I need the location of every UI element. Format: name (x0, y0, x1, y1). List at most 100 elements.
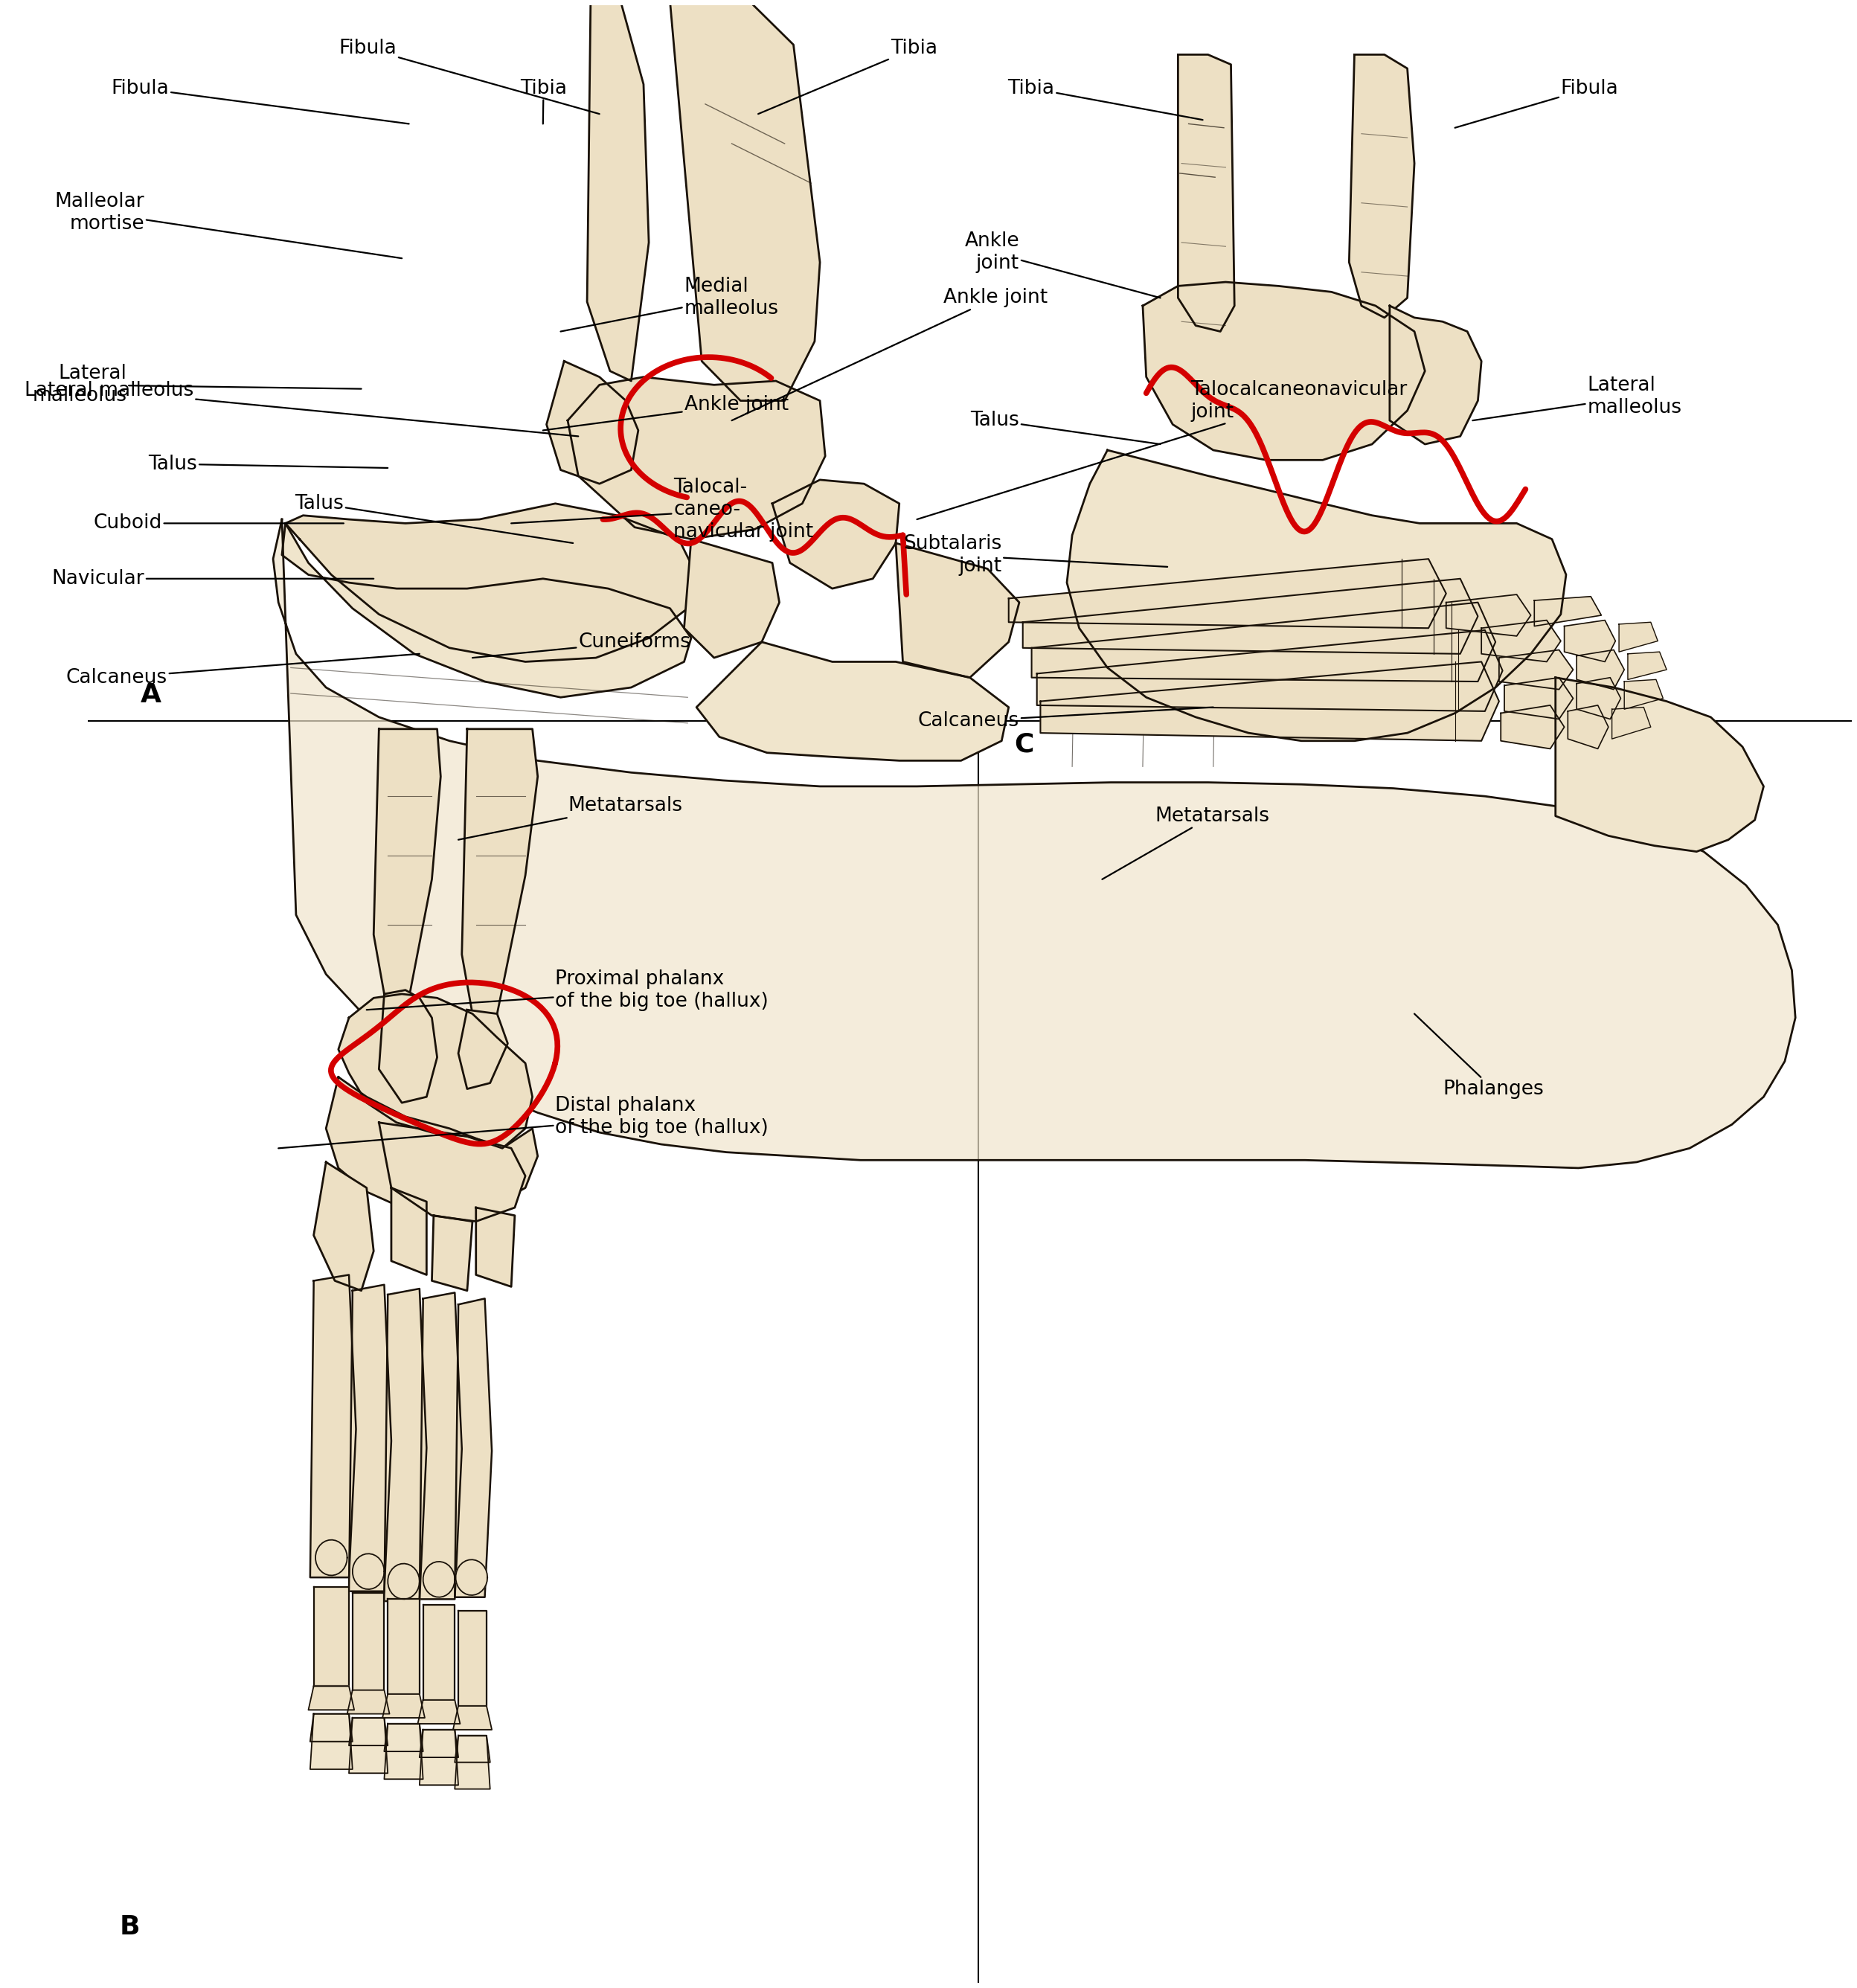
Polygon shape (353, 1555, 384, 1588)
Text: Medial
malleolus: Medial malleolus (561, 276, 778, 332)
Polygon shape (1023, 579, 1478, 654)
Text: Ankle joint: Ankle joint (542, 396, 789, 429)
Text: Fibula: Fibula (111, 80, 409, 123)
Polygon shape (1447, 594, 1530, 636)
Polygon shape (1177, 54, 1235, 332)
Text: Tibia: Tibia (1008, 80, 1203, 119)
Polygon shape (349, 1718, 388, 1773)
Text: Cuboid: Cuboid (93, 513, 344, 533)
Polygon shape (379, 990, 436, 1103)
Polygon shape (455, 1298, 492, 1596)
Polygon shape (383, 1694, 425, 1718)
Polygon shape (327, 1077, 539, 1215)
Polygon shape (316, 1541, 347, 1574)
Polygon shape (683, 539, 780, 658)
Text: C: C (1014, 732, 1034, 757)
Text: Talus: Talus (149, 455, 388, 473)
Text: Fibula: Fibula (338, 40, 600, 113)
Text: Talocal-
caneo-
navicular joint: Talocal- caneo- navicular joint (511, 477, 813, 541)
Text: Calcaneus: Calcaneus (917, 708, 1213, 732)
Text: Ankle
joint: Ankle joint (964, 231, 1161, 298)
Polygon shape (388, 1598, 420, 1694)
Polygon shape (388, 1565, 420, 1598)
Polygon shape (1577, 678, 1621, 720)
Polygon shape (1348, 54, 1415, 318)
Polygon shape (459, 1010, 507, 1089)
Text: Cuneiforms: Cuneiforms (472, 632, 691, 658)
Polygon shape (587, 2, 648, 382)
Text: Phalanges: Phalanges (1415, 1014, 1543, 1099)
Polygon shape (273, 519, 1796, 1169)
Text: Talus: Talus (971, 412, 1161, 443)
Text: Metatarsals: Metatarsals (1103, 807, 1270, 879)
Polygon shape (1564, 620, 1616, 662)
Polygon shape (433, 1215, 472, 1290)
Polygon shape (546, 362, 639, 483)
Polygon shape (349, 1284, 392, 1590)
Text: Tibia: Tibia (758, 40, 938, 113)
Polygon shape (1040, 662, 1499, 742)
Polygon shape (455, 1561, 487, 1594)
Polygon shape (895, 543, 1019, 678)
Text: Fibula: Fibula (1454, 80, 1619, 127)
Text: Navicular: Navicular (52, 569, 373, 588)
Polygon shape (353, 1592, 384, 1690)
Polygon shape (347, 1690, 390, 1714)
Text: Malleolar
mortise: Malleolar mortise (54, 193, 401, 258)
Polygon shape (310, 1714, 353, 1741)
Text: Calcaneus: Calcaneus (67, 654, 420, 688)
Polygon shape (475, 1207, 514, 1286)
Polygon shape (455, 1736, 490, 1789)
Text: Ankle joint: Ankle joint (732, 288, 1047, 421)
Polygon shape (1612, 708, 1651, 740)
Polygon shape (1504, 678, 1573, 720)
Text: Proximal phalanx
of the big toe (hallux): Proximal phalanx of the big toe (hallux) (366, 970, 769, 1010)
Text: Tibia: Tibia (520, 80, 566, 123)
Text: Talus: Talus (295, 493, 574, 543)
Text: Metatarsals: Metatarsals (459, 797, 682, 839)
Polygon shape (1482, 620, 1560, 662)
Polygon shape (338, 994, 533, 1149)
Polygon shape (1142, 282, 1424, 459)
Text: B: B (119, 1914, 139, 1940)
Polygon shape (384, 1724, 423, 1751)
Text: Lateral
malleolus: Lateral malleolus (1473, 376, 1682, 421)
Polygon shape (453, 1706, 492, 1730)
Polygon shape (420, 1292, 462, 1598)
Polygon shape (1619, 622, 1658, 652)
Polygon shape (1068, 449, 1565, 742)
Polygon shape (384, 1288, 427, 1600)
Polygon shape (418, 1700, 461, 1724)
Polygon shape (1556, 678, 1764, 851)
Polygon shape (462, 730, 539, 1014)
Polygon shape (1499, 650, 1573, 690)
Polygon shape (384, 1724, 423, 1779)
Polygon shape (314, 1163, 373, 1290)
Polygon shape (1625, 680, 1664, 710)
Text: Lateral malleolus: Lateral malleolus (24, 382, 578, 435)
Polygon shape (1036, 630, 1502, 712)
Polygon shape (310, 1274, 357, 1576)
Text: A: A (141, 682, 162, 708)
Polygon shape (423, 1604, 455, 1700)
Polygon shape (373, 730, 440, 998)
Text: Distal phalanx
of the big toe (hallux): Distal phalanx of the big toe (hallux) (279, 1095, 769, 1149)
Polygon shape (459, 1610, 487, 1706)
Polygon shape (308, 1686, 355, 1710)
Text: Lateral
malleolus: Lateral malleolus (32, 364, 362, 406)
Polygon shape (314, 1586, 349, 1686)
Text: Subtalaris
joint: Subtalaris joint (903, 535, 1168, 577)
Polygon shape (1629, 652, 1666, 680)
Polygon shape (423, 1563, 455, 1596)
Polygon shape (455, 1736, 490, 1761)
Polygon shape (310, 1714, 353, 1769)
Polygon shape (392, 1187, 427, 1274)
Polygon shape (696, 642, 1008, 761)
Polygon shape (670, 2, 821, 402)
Polygon shape (420, 1730, 459, 1785)
Polygon shape (568, 378, 825, 539)
Polygon shape (1567, 706, 1608, 749)
Polygon shape (773, 479, 899, 588)
Polygon shape (1032, 602, 1495, 682)
Polygon shape (1389, 306, 1482, 443)
